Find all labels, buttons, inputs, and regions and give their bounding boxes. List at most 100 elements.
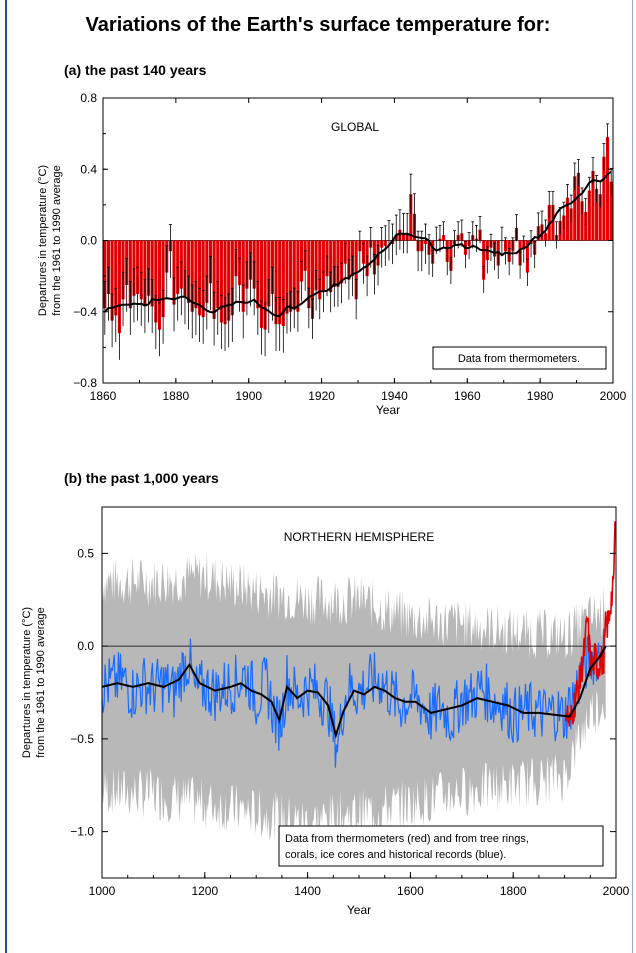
bar-a: [263, 240, 267, 330]
bar-a: [285, 240, 289, 314]
xtick-label-b: 1000: [89, 884, 116, 898]
bar-a: [194, 240, 198, 309]
bar-a: [551, 204, 555, 241]
bar-a: [230, 240, 234, 316]
bar-a: [314, 240, 318, 291]
bar-a: [150, 240, 154, 307]
ytick-label-b: −0.5: [70, 732, 94, 746]
note-text-b-line1: Data from thermometers (red) and from tr…: [285, 833, 529, 845]
xtick-label-b: 1200: [191, 884, 218, 898]
bar-a: [318, 240, 322, 300]
subtitle-a: (a) the past 140 years: [64, 62, 207, 78]
bar-a: [609, 181, 613, 241]
bar-a: [110, 240, 114, 321]
bar-a: [216, 240, 220, 309]
region-label-b: NORTHERN HEMISPHERE: [284, 530, 434, 544]
ytick-label-b: −1.0: [70, 825, 94, 839]
ylabel-b-line2: from the 1961 to 1990 average: [35, 607, 47, 757]
bar-a: [278, 240, 282, 325]
bar-a: [329, 240, 333, 293]
note-text-a: Data from thermometers.: [458, 353, 580, 365]
bar-a: [605, 137, 610, 241]
bar-a: [139, 240, 143, 300]
bar-a: [584, 212, 588, 241]
main-title: Variations of the Earth's surface temper…: [85, 14, 551, 36]
frame-border-left: [5, 0, 7, 953]
bar-a: [580, 201, 584, 241]
bar-a: [117, 240, 121, 334]
bar-a: [296, 240, 300, 312]
xtick-label-b: 1800: [500, 884, 527, 898]
bar-a: [114, 240, 118, 316]
proxy-series-b: [101, 621, 607, 768]
ylabel-b: Departures in temperature (°C) from the 1…: [21, 607, 47, 758]
ylabel-b-line1: Departures in temperature (°C): [21, 607, 33, 758]
ylabel-a-line1: Departures in temperature (°C): [37, 165, 49, 316]
note-box-b: [278, 825, 604, 867]
ytick-label-b: 0.5: [77, 546, 94, 560]
bar-a: [172, 240, 176, 305]
bar-a: [340, 240, 344, 284]
xtick-label-a: 1960: [454, 389, 481, 403]
thermometer-series-b: [564, 521, 617, 727]
xtick-label-b: 1400: [294, 884, 321, 898]
bar-a: [449, 240, 453, 271]
note-box-a: [432, 346, 607, 370]
bar-a: [146, 240, 151, 296]
bar-a: [321, 240, 325, 293]
bar-a: [128, 240, 132, 309]
bar-a: [157, 240, 162, 330]
xtick-label-a: 1920: [308, 389, 335, 403]
ytick-label-a: 0.0: [80, 234, 97, 248]
bar-a: [598, 194, 602, 241]
bar-a: [227, 240, 231, 321]
bar-a: [289, 240, 293, 312]
xtick-label-a: 1940: [381, 389, 408, 403]
bar-a: [332, 240, 336, 287]
bar-a: [569, 208, 573, 241]
ylabel-a: Departures in temperature (°C) from the 1…: [37, 165, 63, 316]
bar-a: [201, 240, 205, 318]
note-text-b-line2: corals, ice cores and historical records…: [285, 849, 506, 861]
bar-a: [161, 240, 165, 318]
ytick-label-b: 0.0: [77, 639, 94, 653]
bar-a: [132, 240, 136, 296]
ytick-label-a: 0.8: [80, 91, 97, 105]
bar-a: [205, 240, 209, 303]
xtick-label-b: 1600: [397, 884, 424, 898]
bar-a: [103, 240, 107, 309]
bar-a: [143, 240, 147, 307]
bar-a: [591, 171, 595, 241]
xlabel-a: Year: [376, 403, 400, 417]
bar-a: [573, 176, 577, 241]
bar-a: [281, 240, 285, 326]
bar-a: [190, 240, 194, 312]
ylabel-a-line2: from the 1961 to 1990 average: [51, 165, 63, 315]
bar-a: [482, 240, 486, 280]
xtick-label-a: 1900: [235, 389, 262, 403]
bar-a: [565, 197, 570, 241]
ytick-label-a: 0.4: [80, 162, 97, 176]
bar-a: [595, 188, 599, 241]
xtick-label-a: 1980: [527, 389, 554, 403]
bar-a: [241, 240, 245, 312]
bar-a: [121, 240, 125, 300]
bar-a: [274, 240, 278, 325]
bar-a: [310, 240, 315, 319]
bar-a: [256, 240, 260, 309]
bar-a: [576, 172, 580, 241]
bar-a: [219, 240, 223, 323]
frame-border-right: [632, 0, 633, 953]
bar-a: [299, 240, 304, 282]
bar-a: [187, 240, 191, 303]
bar-a: [223, 240, 227, 325]
bar-a: [259, 240, 264, 328]
xtick-label-b: 2000: [603, 884, 630, 898]
bar-a: [307, 240, 311, 309]
xlabel-b: Year: [347, 903, 371, 917]
bar-a: [154, 240, 158, 323]
bar-a: [587, 190, 591, 241]
bar-a: [267, 240, 271, 307]
chart-a: −0.8 −0.4 0.0 0.4 0.8 1860 1880 1900 1920 1940 196…: [37, 91, 627, 417]
bar-a: [197, 240, 202, 316]
